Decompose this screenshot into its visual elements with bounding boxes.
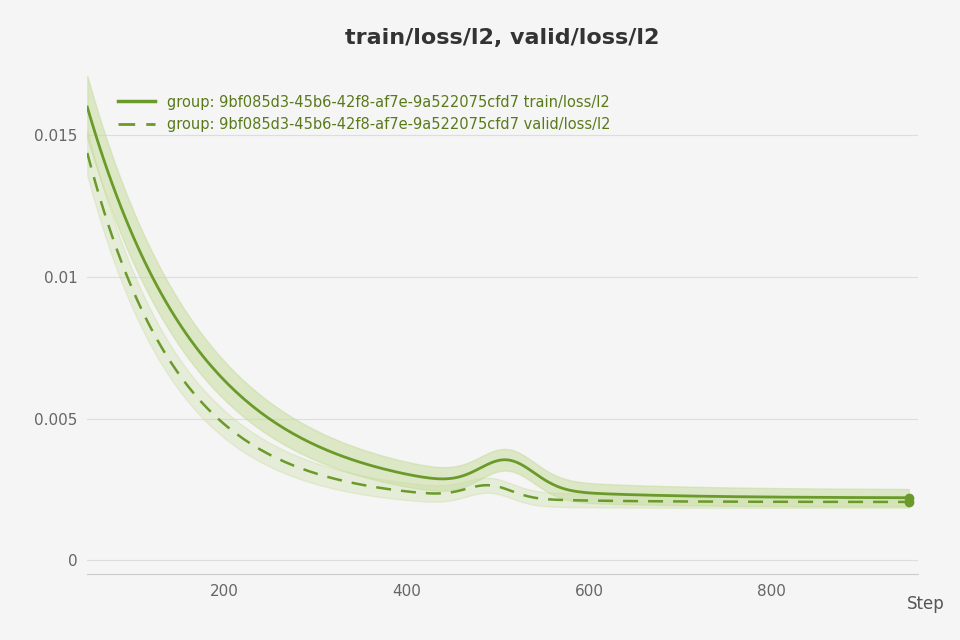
Legend: group: 9bf085d3-45b6-42f8-af7e-9a522075cfd7 train/loss/l2, group: 9bf085d3-45b6-: group: 9bf085d3-45b6-42f8-af7e-9a522075c… <box>111 87 617 139</box>
Title: train/loss/l2, valid/loss/l2: train/loss/l2, valid/loss/l2 <box>346 28 660 48</box>
X-axis label: Step: Step <box>907 595 945 613</box>
